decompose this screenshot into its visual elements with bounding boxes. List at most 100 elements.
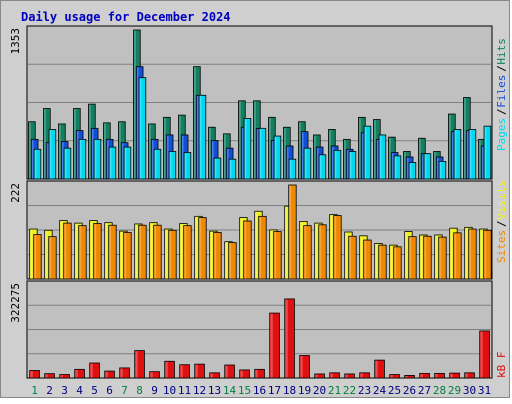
bar-visits-day-3-highlight [60,221,63,279]
bar-sites-day-11 [183,225,192,280]
bar-hits-day-15-highlight [239,101,241,179]
bar-pages-day-20 [318,154,327,180]
bar-pages-day-12-highlight [199,95,202,179]
bar-files-day-19-highlight [301,132,304,179]
bar-pages-day-16 [258,127,267,180]
bar-sites-day-19-highlight [304,226,307,279]
bar-pages-day-23-highlight [364,126,367,179]
bar-sites-day-25-highlight [394,247,397,279]
bar-pages-day-22-highlight [349,152,352,179]
bar-files-day-24-highlight [376,139,379,179]
bar-visits-day-31-highlight [480,229,483,279]
bar-kbytes-day-18 [284,298,295,379]
bar-hits-day-12-highlight [194,67,196,179]
bar-files-day-26-highlight [406,157,409,179]
bar-visits-day-9-highlight [150,223,153,279]
bar-kbytes-day-30-highlight [465,373,468,378]
bar-kbytes-day-25 [389,374,400,379]
bar-hits-day-21-highlight [329,130,331,179]
bar-kbytes-day-24-highlight [375,360,378,378]
bar-kbytes-day-29 [449,372,460,379]
bar-sites-day-17 [273,231,282,280]
bar-visits-day-15-highlight [240,218,243,279]
x-tick-label-day-3: 3 [61,384,68,397]
legend-middle-sites: Sites [495,230,508,263]
x-tick-label-day-17: 17 [268,384,281,397]
bar-sites-day-18-highlight [289,185,292,279]
bar-files-day-31-highlight [481,146,484,179]
bar-sites-day-8-highlight [139,225,142,279]
bar-visits-day-8-highlight [135,224,138,279]
x-tick-label-day-20: 20 [313,384,326,397]
x-tick-label-day-10: 10 [163,384,176,397]
bar-sites-day-14 [228,242,237,280]
x-tick-label-day-15: 15 [238,384,251,397]
x-tick-label-day-16: 16 [253,384,266,397]
bar-kbytes-day-12 [194,363,205,379]
bar-hits-day-3-highlight [59,124,61,179]
bar-files-day-7-highlight [121,143,124,179]
bar-pages-day-26 [408,162,417,180]
bar-hits-day-22-highlight [344,139,346,179]
bar-hits-day-25-highlight [389,137,391,179]
bar-hits-day-20-highlight [314,135,316,179]
bar-kbytes-day-28-highlight [435,373,438,378]
x-tick-label-day-18: 18 [283,384,296,397]
chart-title: Daily usage for December 2024 [21,10,231,24]
bar-sites-day-6 [108,224,117,280]
bar-sites-day-22 [348,235,357,280]
bar-files-day-15-highlight [241,127,244,179]
x-tick-label-day-11: 11 [178,384,191,397]
bar-sites-day-30-highlight [469,229,472,279]
bar-visits-day-23-highlight [360,236,363,279]
bar-sites-day-2-highlight [49,237,52,279]
legend-top-hits: Hits [495,38,508,65]
bar-sites-day-2 [48,236,57,280]
bar-sites-day-7 [123,232,132,280]
bar-pages-day-21-highlight [334,150,337,179]
bar-sites-day-1 [33,234,42,280]
bar-visits-day-13-highlight [210,231,213,279]
bar-pages-day-29 [453,129,462,180]
bar-kbytes-day-23 [359,372,370,379]
x-tick-label-day-24: 24 [373,384,387,397]
bar-files-day-17-highlight [271,141,274,179]
bar-sites-day-28 [438,236,447,280]
bar-sites-day-20-highlight [319,225,322,279]
bar-pages-day-26-highlight [409,163,412,179]
x-tick-label-day-26: 26 [403,384,416,397]
bar-kbytes-day-18-highlight [285,299,288,378]
bar-kbytes-day-2-highlight [45,374,48,378]
bar-pages-day-11-highlight [184,153,187,179]
bar-pages-day-9-highlight [154,149,157,179]
bar-kbytes-day-17 [269,312,280,379]
bar-sites-day-23-highlight [364,240,367,279]
bar-kbytes-day-3-highlight [60,375,63,378]
bar-pages-day-9 [153,148,162,180]
bar-sites-day-3-highlight [64,223,67,279]
bar-kbytes-day-26-highlight [405,376,408,378]
bar-pages-day-15-highlight [244,119,247,179]
bar-sites-day-21-highlight [334,216,337,279]
bar-pages-day-4-highlight [79,139,82,179]
bar-sites-day-1-highlight [34,235,37,279]
bar-pages-day-19 [303,147,312,180]
bar-kbytes-day-9-highlight [150,372,153,378]
bar-pages-day-13-highlight [214,158,217,179]
bar-pages-day-23 [363,125,372,180]
bar-hits-day-7-highlight [119,122,121,179]
bar-sites-day-8 [138,224,147,280]
bar-kbytes-day-13-highlight [210,373,213,378]
bar-sites-day-28-highlight [439,237,442,279]
bar-kbytes-day-15 [239,369,250,379]
bar-visits-day-26-highlight [405,232,408,279]
bar-sites-day-11-highlight [184,226,187,279]
legend-top-files: Files [495,75,508,108]
bar-kbytes-day-13 [209,372,220,379]
bar-pages-day-28-highlight [439,161,442,179]
bar-kbytes-day-1 [29,370,40,379]
x-tick-label-day-7: 7 [121,384,128,397]
x-tick-label-day-14: 14 [223,384,237,397]
